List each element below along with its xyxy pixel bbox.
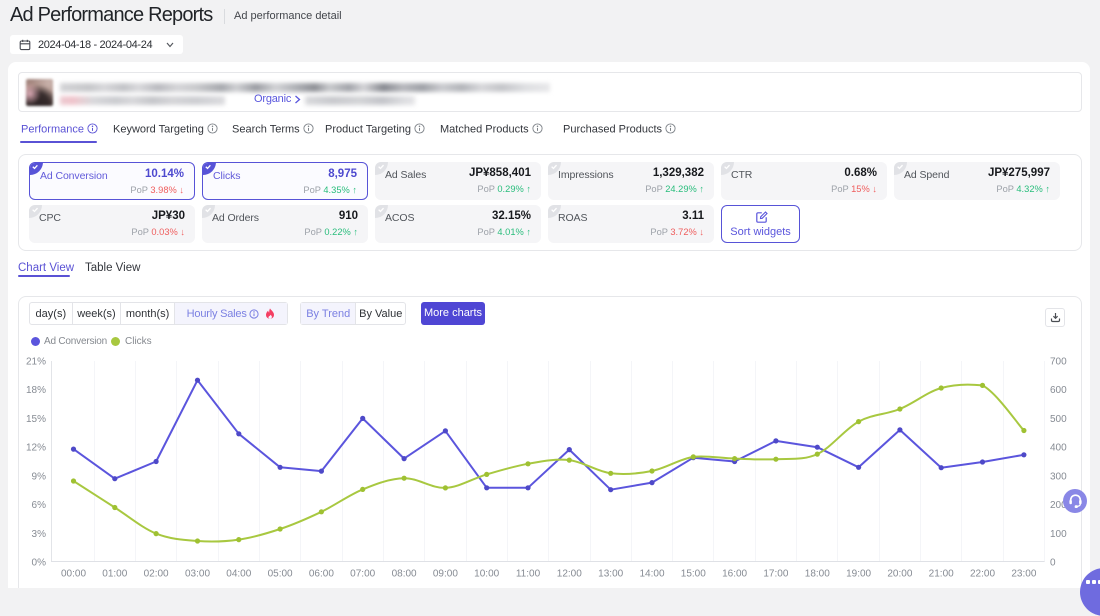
svg-text:18%: 18% <box>26 385 46 396</box>
svg-text:01:00: 01:00 <box>102 569 127 580</box>
svg-text:18:00: 18:00 <box>805 569 830 580</box>
svg-text:20:00: 20:00 <box>887 569 912 580</box>
svg-text:200: 200 <box>1050 500 1067 511</box>
svg-text:700: 700 <box>1050 357 1067 368</box>
svg-text:23:00: 23:00 <box>1011 569 1036 580</box>
svg-text:15:00: 15:00 <box>681 569 706 580</box>
svg-text:3%: 3% <box>32 529 47 540</box>
svg-text:10:00: 10:00 <box>474 569 499 580</box>
svg-text:04:00: 04:00 <box>226 569 251 580</box>
svg-text:05:00: 05:00 <box>268 569 293 580</box>
svg-text:500: 500 <box>1050 414 1067 425</box>
svg-text:21:00: 21:00 <box>929 569 954 580</box>
svg-text:13:00: 13:00 <box>598 569 623 580</box>
svg-text:400: 400 <box>1050 443 1067 454</box>
svg-text:6%: 6% <box>32 500 47 511</box>
svg-text:16:00: 16:00 <box>722 569 747 580</box>
svg-text:11:00: 11:00 <box>516 569 541 580</box>
svg-text:12:00: 12:00 <box>557 569 582 580</box>
svg-text:9%: 9% <box>32 471 47 482</box>
svg-text:21%: 21% <box>26 357 46 368</box>
svg-text:19:00: 19:00 <box>846 569 871 580</box>
svg-text:17:00: 17:00 <box>763 569 788 580</box>
svg-text:03:00: 03:00 <box>185 569 210 580</box>
svg-text:0%: 0% <box>32 558 47 569</box>
svg-text:08:00: 08:00 <box>392 569 417 580</box>
svg-text:12%: 12% <box>26 443 46 454</box>
svg-text:0: 0 <box>1050 558 1056 569</box>
svg-text:02:00: 02:00 <box>144 569 169 580</box>
svg-text:14:00: 14:00 <box>639 569 664 580</box>
svg-text:06:00: 06:00 <box>309 569 334 580</box>
svg-text:300: 300 <box>1050 471 1067 482</box>
svg-text:00:00: 00:00 <box>61 569 86 580</box>
svg-text:600: 600 <box>1050 385 1067 396</box>
svg-text:15%: 15% <box>26 414 46 425</box>
svg-text:09:00: 09:00 <box>433 569 458 580</box>
svg-text:22:00: 22:00 <box>970 569 995 580</box>
svg-text:07:00: 07:00 <box>350 569 375 580</box>
svg-text:100: 100 <box>1050 529 1067 540</box>
